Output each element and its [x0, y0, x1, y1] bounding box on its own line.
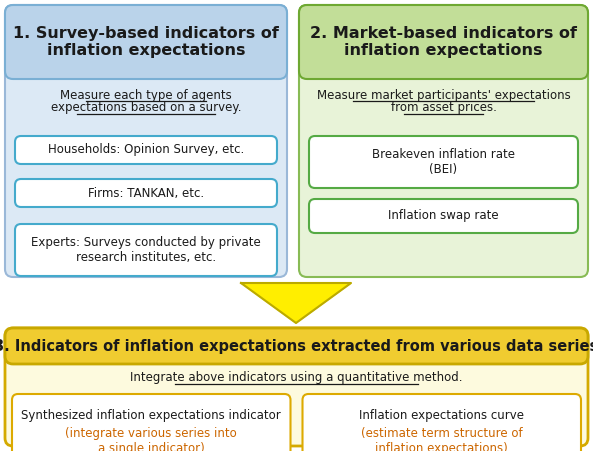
FancyBboxPatch shape — [12, 394, 291, 451]
FancyBboxPatch shape — [299, 5, 588, 277]
FancyBboxPatch shape — [5, 5, 287, 277]
FancyBboxPatch shape — [309, 136, 578, 188]
Text: Integrate above indicators using a quantitative method.: Integrate above indicators using a quant… — [130, 372, 463, 385]
Text: Measure market participants' expectations: Measure market participants' expectation… — [317, 88, 570, 101]
FancyBboxPatch shape — [5, 328, 588, 446]
FancyBboxPatch shape — [309, 199, 578, 233]
FancyBboxPatch shape — [15, 179, 277, 207]
Text: expectations based on a survey.: expectations based on a survey. — [51, 101, 241, 115]
Text: 2. Market-based indicators of
inflation expectations: 2. Market-based indicators of inflation … — [310, 26, 577, 58]
Text: Breakeven inflation rate
(BEI): Breakeven inflation rate (BEI) — [372, 148, 515, 176]
FancyBboxPatch shape — [299, 5, 588, 79]
Text: Households: Opinion Survey, etc.: Households: Opinion Survey, etc. — [48, 143, 244, 156]
Text: (estimate term structure of
inflation expectations): (estimate term structure of inflation ex… — [361, 427, 522, 451]
Text: Inflation swap rate: Inflation swap rate — [388, 210, 499, 222]
FancyBboxPatch shape — [15, 224, 277, 276]
Text: Inflation expectations curve: Inflation expectations curve — [359, 410, 524, 423]
FancyBboxPatch shape — [5, 328, 588, 364]
Polygon shape — [241, 283, 351, 323]
Text: 3. Indicators of inflation expectations extracted from various data series: 3. Indicators of inflation expectations … — [0, 339, 593, 354]
Text: Synthesized inflation expectations indicator: Synthesized inflation expectations indic… — [21, 410, 281, 423]
FancyBboxPatch shape — [5, 5, 287, 79]
Text: Firms: TANKAN, etc.: Firms: TANKAN, etc. — [88, 187, 204, 199]
Text: Experts: Surveys conducted by private
research institutes, etc.: Experts: Surveys conducted by private re… — [31, 236, 261, 264]
Text: (integrate various series into
a single indicator): (integrate various series into a single … — [65, 427, 237, 451]
Text: from asset prices.: from asset prices. — [391, 101, 496, 115]
Text: Measure each type of agents: Measure each type of agents — [60, 88, 232, 101]
Text: 1. Survey-based indicators of
inflation expectations: 1. Survey-based indicators of inflation … — [13, 26, 279, 58]
FancyBboxPatch shape — [302, 394, 581, 451]
FancyBboxPatch shape — [15, 136, 277, 164]
